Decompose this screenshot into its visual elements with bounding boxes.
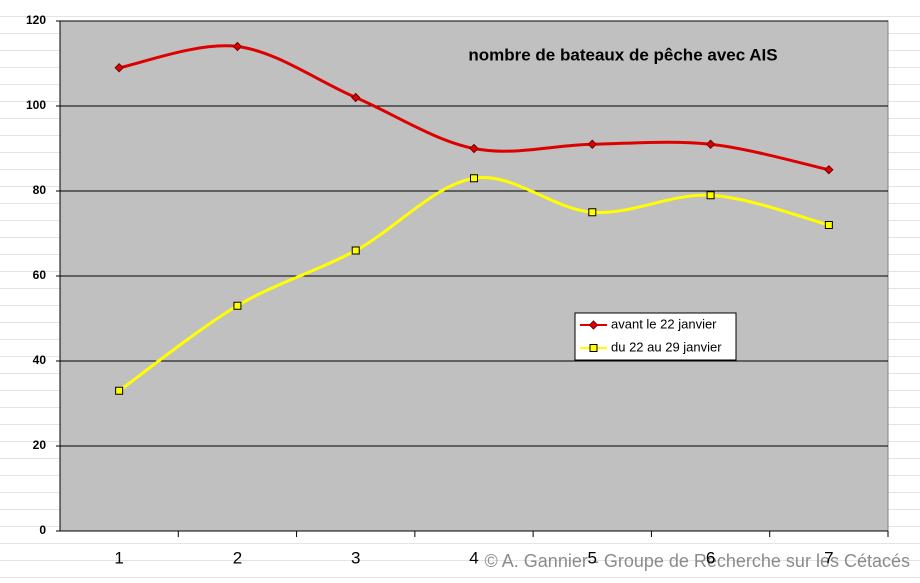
legend-label: avant le 22 janvier: [611, 316, 717, 331]
marker: [114, 63, 124, 73]
marker: [588, 208, 597, 217]
x-tick-label: 6: [706, 548, 715, 567]
legend-label: du 22 au 29 janvier: [611, 339, 722, 354]
y-tick-label: 20: [33, 438, 47, 452]
chart-title: nombre de bateaux de pêche avec AIS: [468, 45, 777, 64]
marker: [824, 221, 833, 229]
y-tick-label: 0: [39, 523, 46, 537]
marker: [233, 301, 242, 310]
x-tick-label: 5: [588, 548, 597, 567]
marker: [588, 320, 599, 330]
y-tick-label: 100: [26, 98, 46, 112]
y-tick-label: 60: [33, 268, 47, 282]
marker: [470, 174, 478, 183]
marker: [351, 246, 360, 255]
x-tick-label: 2: [233, 548, 242, 567]
x-tick-label: 3: [351, 548, 360, 567]
marker: [115, 386, 124, 395]
watermark: © A. Gannier - Groupe de Recherche sur l…: [485, 551, 910, 571]
y-tick-label: 80: [33, 183, 47, 197]
legend-box: [574, 312, 737, 361]
legend: avant le 22 janvier du 22 au 29 janvier: [574, 312, 737, 361]
marker: [587, 139, 597, 149]
x-tick-label: 7: [824, 548, 833, 567]
marker: [469, 143, 479, 154]
y-tick-label: 120: [26, 13, 46, 27]
y-tick-label: 40: [33, 353, 47, 367]
marker: [351, 92, 361, 103]
marker: [706, 191, 715, 200]
marker: [824, 165, 834, 175]
marker: [705, 139, 716, 149]
marker: [589, 344, 598, 352]
x-tick-label: 4: [469, 548, 478, 567]
x-tick-label: 1: [114, 548, 123, 567]
marker: [232, 41, 243, 52]
